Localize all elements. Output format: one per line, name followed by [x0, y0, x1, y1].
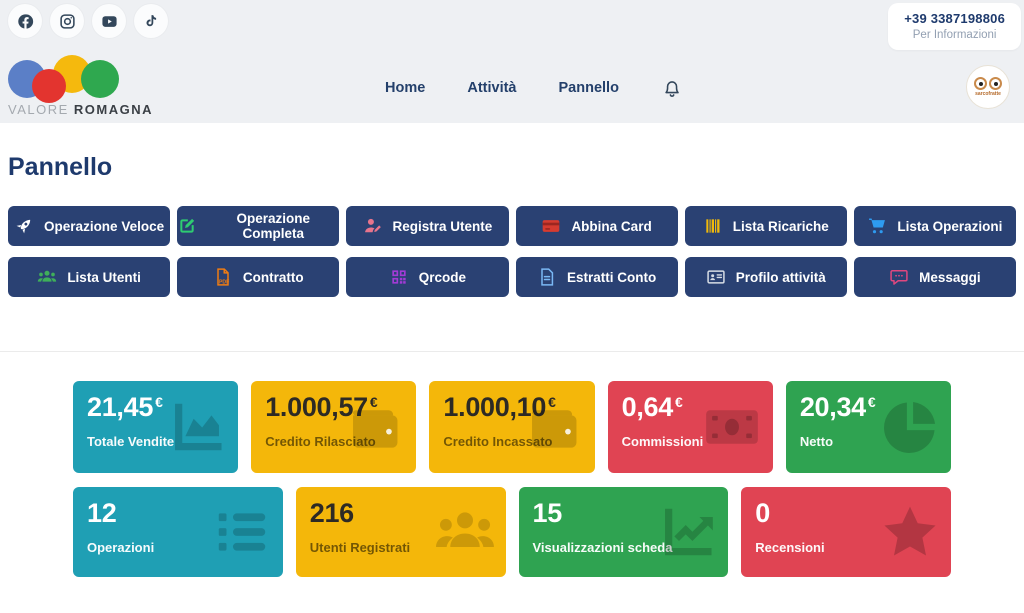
stat-card-commissioni: 0,64 € Commissioni — [607, 381, 773, 473]
chart-line-icon — [656, 501, 718, 563]
estratti-conto-button[interactable]: Estratti Conto — [515, 257, 678, 297]
operazione-veloce-button[interactable]: Operazione Veloce — [8, 206, 171, 246]
logo-circles — [8, 55, 128, 103]
qrcode-icon — [389, 267, 409, 287]
stat-value: 15 — [532, 498, 563, 528]
nav-pannello[interactable]: Pannello — [558, 80, 619, 96]
stat-label: Credito Rilasciato — [265, 434, 376, 449]
registra-utente-button[interactable]: Registra Utente — [346, 206, 509, 246]
stat-card-netto: 20,34 € Netto — [785, 381, 952, 473]
stat-value: 1.000,57 € — [265, 392, 378, 422]
star-icon — [879, 501, 941, 563]
tiktok-link[interactable] — [134, 4, 168, 38]
main-nav: Home Attività Pannello — [385, 77, 683, 99]
logo-text: VALORE ROMAGNA — [8, 102, 154, 117]
stats-row-2: 12 Operazioni 216 Utenti Registrati 15 V… — [73, 487, 951, 577]
valore-romagna-logo[interactable]: VALORE ROMAGNA — [8, 55, 154, 117]
stats-section: 21,45 € Totale Vendite 1.000,57 € Credito … — [73, 381, 952, 577]
phone-caption: Per Informazioni — [912, 29, 997, 41]
bell-icon[interactable] — [661, 77, 683, 99]
chat-icon — [889, 267, 909, 287]
stat-label: Utenti Registrati — [309, 540, 411, 555]
pie-chart-icon — [879, 396, 941, 458]
stats-row-1: 21,45 € Totale Vendite 1.000,57 € Credito … — [73, 381, 952, 473]
stat-label: Netto — [799, 434, 834, 449]
partner-logo[interactable]: sarcofratte — [966, 65, 1010, 109]
youtube-link[interactable] — [92, 4, 126, 38]
stat-label: Visualizzazioni scheda — [532, 540, 673, 555]
header: +39 3387198806 Per Informazioni VALORE R… — [0, 0, 1024, 123]
lista-utenti-button[interactable]: Lista Utenti — [8, 257, 171, 297]
user-edit-icon — [363, 216, 383, 236]
stat-label: Operazioni — [87, 540, 155, 555]
phone-number[interactable]: +39 3387198806 — [904, 11, 1005, 26]
svg-text:PDF: PDF — [219, 279, 229, 285]
stat-value: 20,34 € — [799, 392, 876, 422]
stat-card-totale-vendite: 21,45 € Totale Vendite — [73, 381, 239, 473]
qrcode-button[interactable]: Qrcode — [346, 257, 509, 297]
lista-operazioni-button[interactable]: Lista Operazioni — [853, 206, 1016, 246]
wallet-icon — [344, 396, 406, 458]
operazione-completa-button[interactable]: Operazione Completa — [177, 206, 340, 246]
stat-card-utenti-registrati: 216 Utenti Registrati — [295, 487, 506, 577]
users-group-icon — [434, 501, 496, 563]
cart-icon — [867, 216, 887, 236]
nav-attivita[interactable]: Attività — [467, 80, 517, 96]
stat-value: 21,45 € — [87, 392, 163, 422]
partner-name: sarcofratte — [975, 91, 1001, 97]
id-card-icon — [706, 267, 726, 287]
file-invoice-icon — [537, 267, 557, 287]
banknote-icon — [701, 396, 763, 458]
facebook-icon — [17, 13, 34, 30]
stat-card-credito-incassato: 1.000,10 € Credito Incassato — [429, 381, 595, 473]
contact-info: +39 3387198806 Per Informazioni — [888, 3, 1021, 50]
action-buttons: Operazione Veloce Operazione Completa Re… — [8, 206, 1016, 297]
instagram-icon — [59, 13, 76, 30]
youtube-icon — [101, 13, 118, 30]
instagram-link[interactable] — [50, 4, 84, 38]
eyes-icon — [974, 77, 1002, 90]
stat-card-credito-rilasciato: 1.000,57 € Credito Rilasciato — [251, 381, 417, 473]
file-pdf-icon: PDF — [213, 267, 233, 287]
header-main: VALORE ROMAGNA Home Attività Pannello sa… — [0, 55, 1024, 117]
stat-value: 0,64 € — [621, 392, 683, 422]
wallet-icon — [523, 396, 585, 458]
stat-card-operazioni: 12 Operazioni — [73, 487, 283, 577]
area-chart-icon — [166, 396, 228, 458]
lista-ricariche-button[interactable]: Lista Ricariche — [684, 206, 847, 246]
stat-value: 12 — [87, 498, 117, 528]
stat-label: Credito Incassato — [443, 434, 553, 449]
social-links — [8, 4, 168, 38]
stat-card-recensioni: 0 Recensioni — [741, 487, 951, 577]
nav-home[interactable]: Home — [385, 80, 426, 96]
users-icon — [37, 267, 57, 287]
stat-card-visualizzazioni: 15 Visualizzazioni scheda — [518, 487, 729, 577]
abbina-card-button[interactable]: Abbina Card — [515, 206, 678, 246]
edit-icon — [177, 216, 197, 236]
list-icon — [211, 501, 273, 563]
rocket-icon — [14, 216, 34, 236]
messaggi-button[interactable]: Messaggi — [853, 257, 1016, 297]
profilo-attivita-button[interactable]: Profilo attività — [684, 257, 847, 297]
credit-card-icon — [541, 216, 561, 236]
stat-label: Commissioni — [621, 434, 704, 449]
barcode-icon — [703, 216, 723, 236]
contratto-button[interactable]: PDF Contratto — [177, 257, 340, 297]
stat-label: Recensioni — [755, 540, 825, 555]
stat-value: 216 — [309, 498, 354, 528]
tiktok-icon — [143, 13, 160, 30]
stat-label: Totale Vendite — [87, 434, 175, 449]
stat-value: 0 — [755, 498, 770, 528]
facebook-link[interactable] — [8, 4, 42, 38]
page-title: Pannello — [8, 153, 113, 181]
stat-value: 1.000,10 € — [443, 392, 556, 422]
section-divider — [0, 351, 1024, 352]
